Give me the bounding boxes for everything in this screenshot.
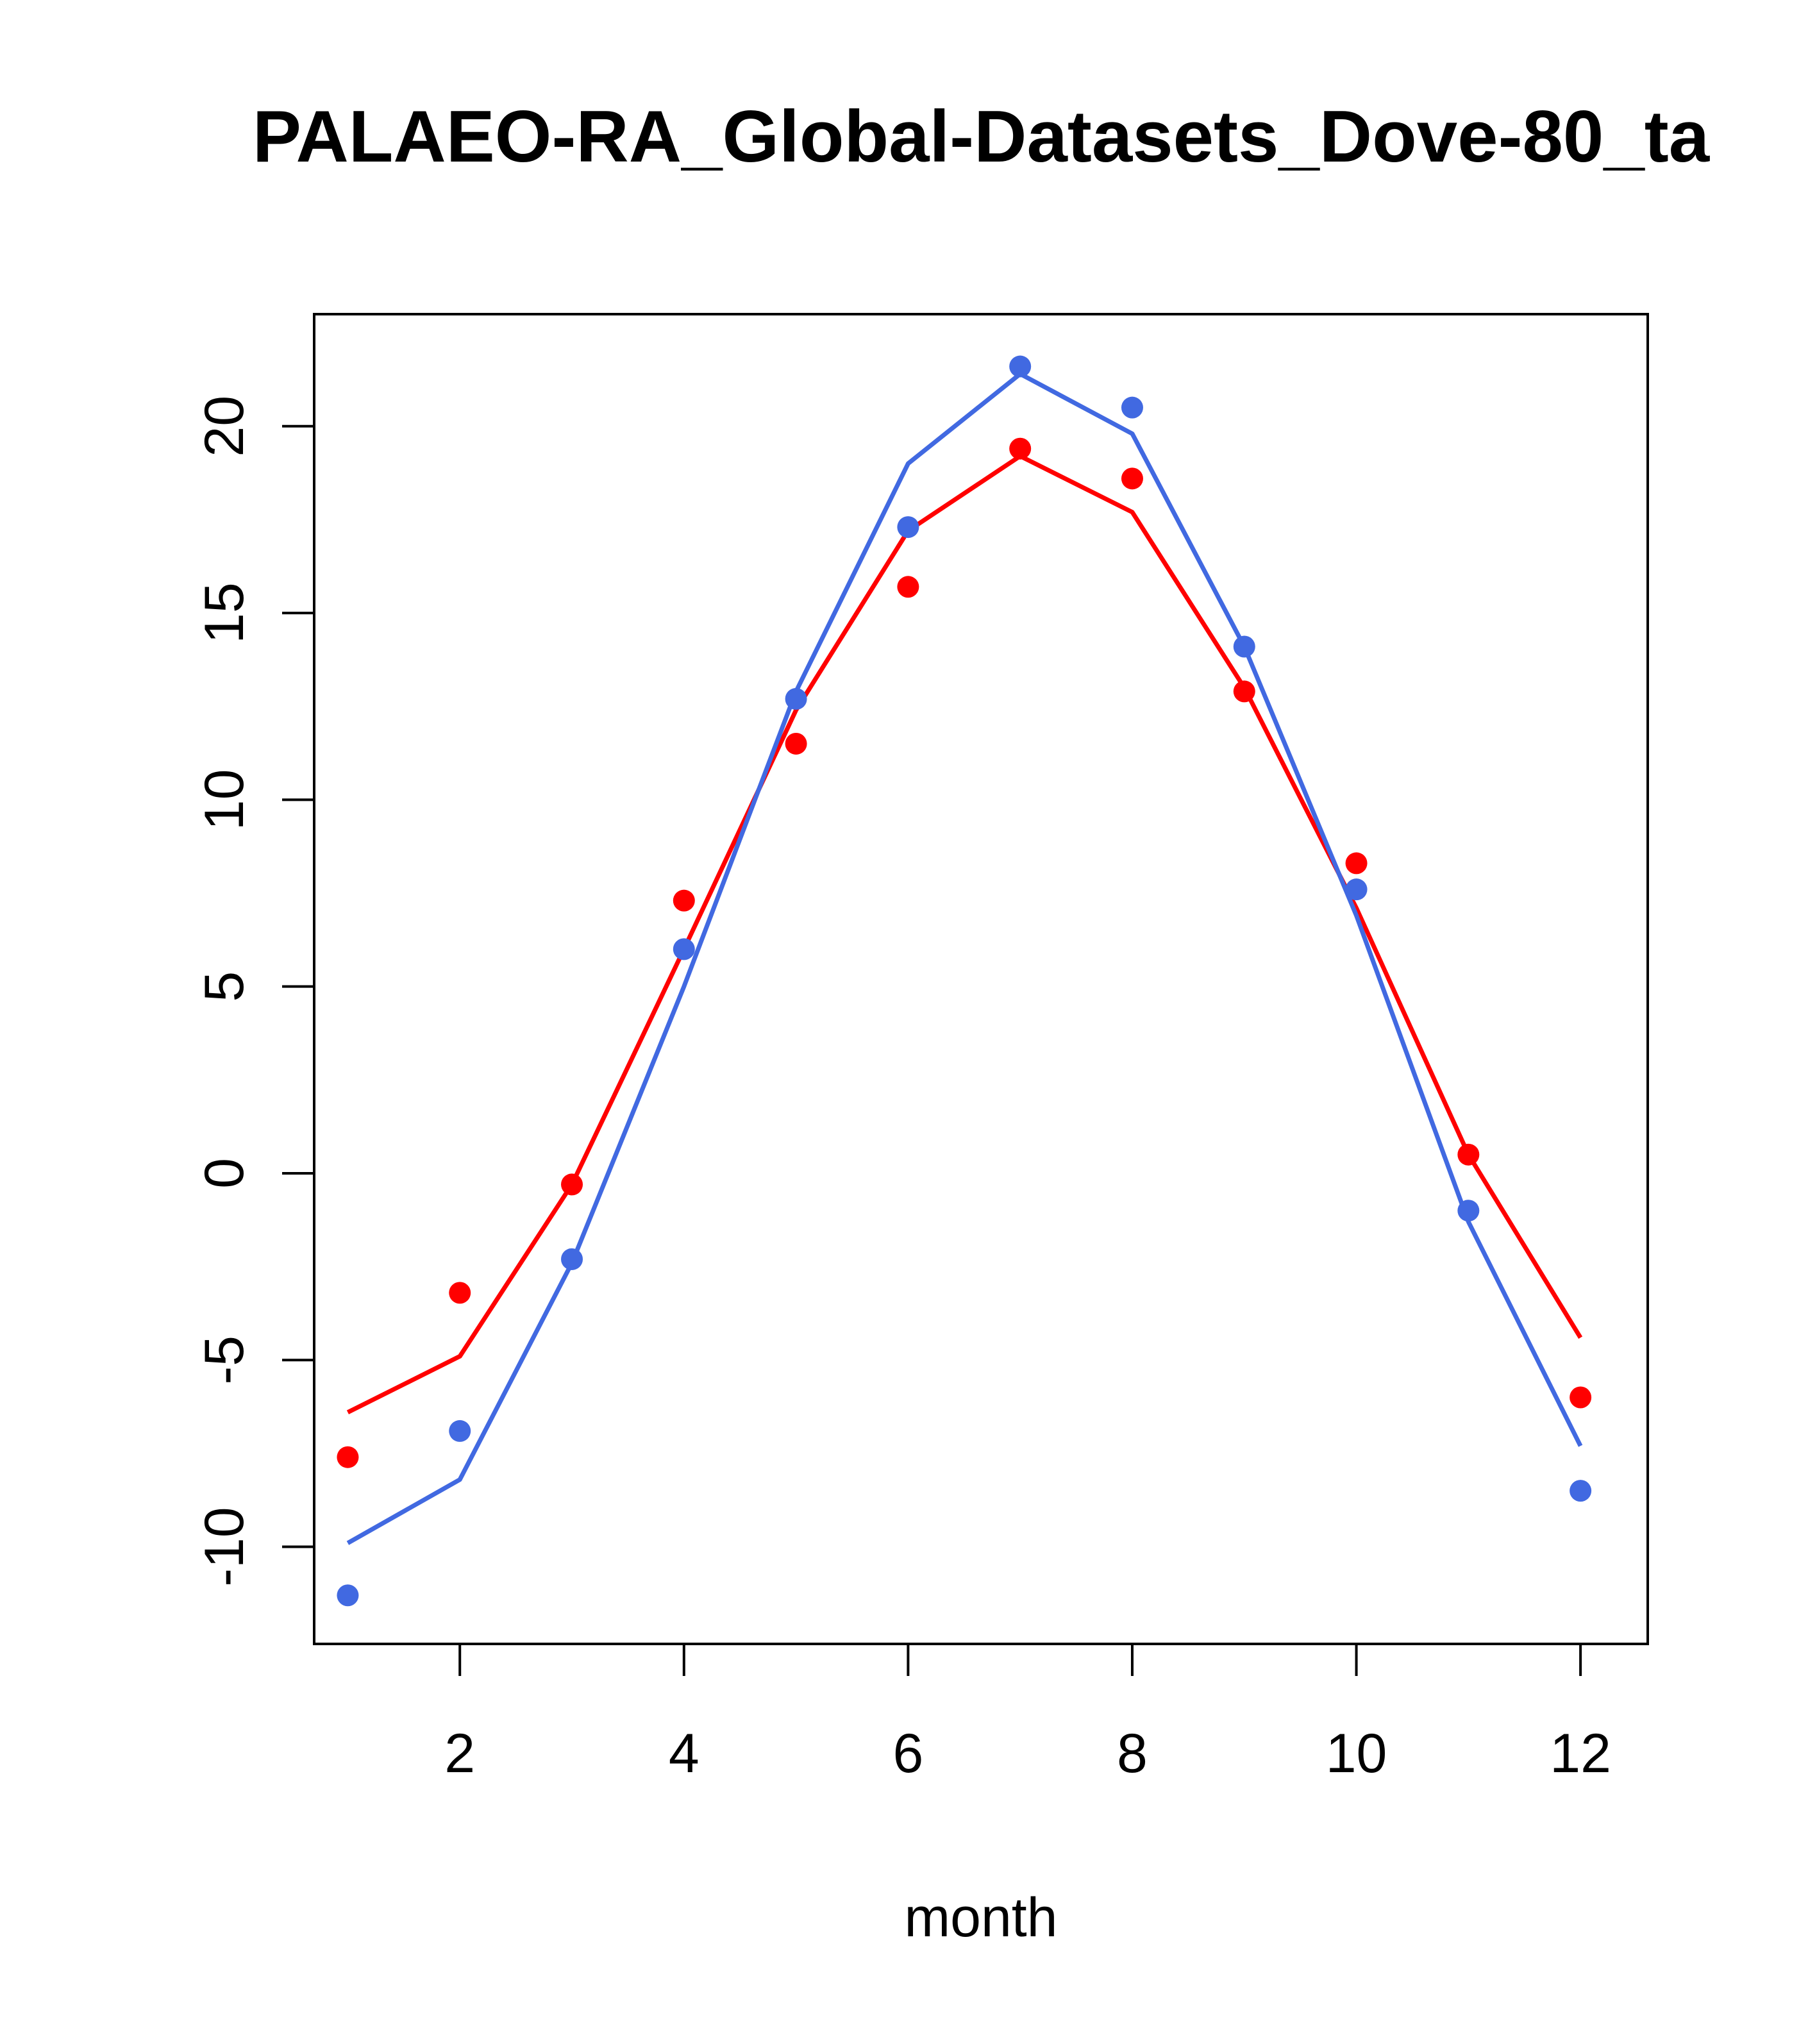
series-1-point <box>1121 467 1143 490</box>
plot-frame <box>313 313 1649 1645</box>
series-2-point <box>1457 1200 1480 1222</box>
series-1-point <box>561 1173 583 1196</box>
series-2-point <box>785 688 807 710</box>
series-1-point <box>785 732 807 755</box>
x-axis-label: month <box>904 1887 1057 1948</box>
series-2-point <box>1570 1480 1592 1502</box>
series-2-point <box>1233 635 1255 658</box>
series-2-line <box>346 371 1583 1545</box>
series-1-point <box>1233 680 1255 703</box>
y-tick-label: 20 <box>194 396 255 457</box>
y-tick-label: 0 <box>194 1158 255 1189</box>
series-2-point <box>1121 396 1143 419</box>
series-1-point <box>1009 437 1032 460</box>
x-tick-label: 6 <box>892 1723 923 1784</box>
series-1-point <box>1345 852 1368 875</box>
series-1-point <box>897 576 919 598</box>
y-tick-label: 5 <box>194 971 255 1002</box>
series-1-point <box>673 889 695 912</box>
x-tick-label: 2 <box>444 1723 475 1784</box>
x-tick-label: 8 <box>1117 1723 1148 1784</box>
y-tick-label: 15 <box>194 582 255 644</box>
y-axis: -10 -5 0 5 10 15 20 <box>194 396 315 1587</box>
x-tick-label: 10 <box>1326 1723 1387 1784</box>
series-2-point <box>561 1248 583 1270</box>
series-2-point <box>673 938 695 960</box>
y-tick-label: -5 <box>194 1336 255 1384</box>
series-layer <box>337 355 1592 1607</box>
series-2-point <box>449 1420 471 1442</box>
x-tick-label: 12 <box>1550 1723 1611 1784</box>
x-axis: 2 4 6 8 10 12 <box>444 1643 1611 1784</box>
series-1-point <box>1570 1386 1592 1409</box>
series-1-point <box>449 1282 471 1304</box>
series-2-point <box>1009 355 1032 378</box>
series-1-point <box>337 1446 359 1468</box>
y-tick-label: -10 <box>194 1507 255 1586</box>
series-2-point <box>337 1584 359 1607</box>
chart-title: PALAEO-RA_Global-Datasets_Dove-80_ta <box>253 96 1711 178</box>
x-tick-label: 4 <box>669 1723 699 1784</box>
series-1-point <box>1457 1143 1480 1166</box>
y-tick-label: 10 <box>194 769 255 831</box>
series-2-point <box>1345 878 1368 901</box>
series-2-point <box>897 516 919 539</box>
series-1-line <box>346 453 1583 1414</box>
